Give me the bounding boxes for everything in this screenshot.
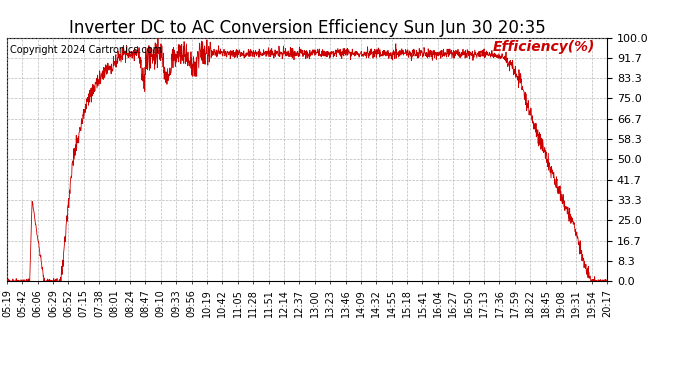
Title: Inverter DC to AC Conversion Efficiency Sun Jun 30 20:35: Inverter DC to AC Conversion Efficiency … [69, 20, 545, 38]
Text: Efficiency(%): Efficiency(%) [493, 40, 595, 54]
Text: Copyright 2024 Cartronics.com: Copyright 2024 Cartronics.com [10, 45, 162, 55]
